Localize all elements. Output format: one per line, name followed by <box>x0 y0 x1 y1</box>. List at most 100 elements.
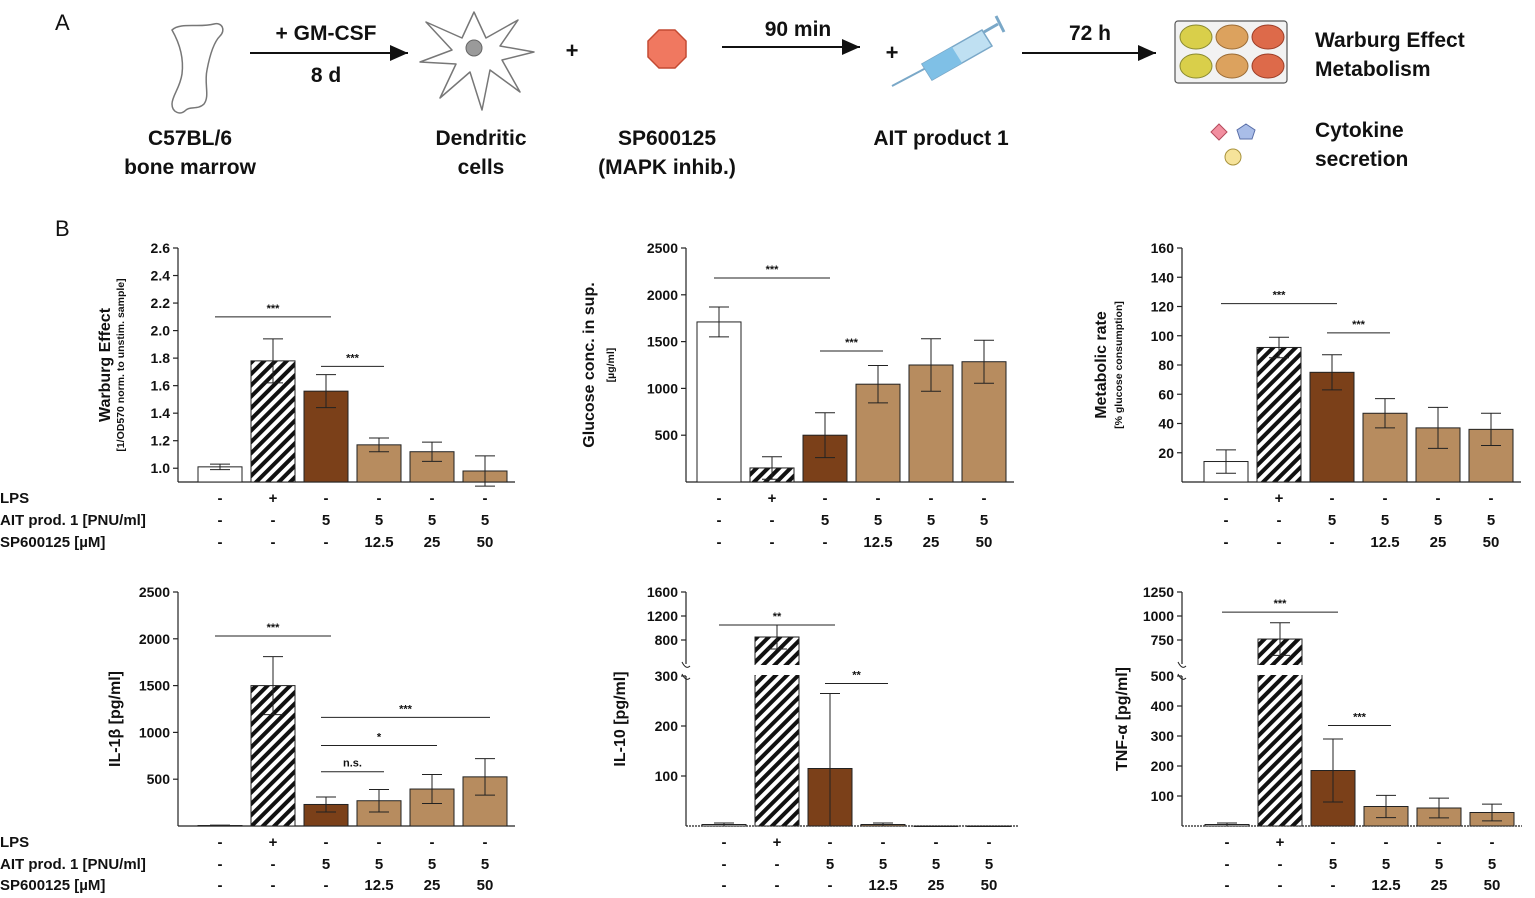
condition-ait: - <box>775 856 780 873</box>
condition-sp: 50 <box>981 877 998 893</box>
condition-lps: - <box>324 490 329 507</box>
y-axis-label: Metabolic rate <box>1093 311 1110 419</box>
condition-sp: 25 <box>424 877 441 893</box>
condition-lps: + <box>1276 834 1285 851</box>
y-tick-label: 500 <box>147 771 171 787</box>
condition-ait: 5 <box>1435 856 1443 873</box>
significance-label-0: *** <box>267 622 281 634</box>
condition-sp: - <box>1277 534 1282 551</box>
condition-sp: 25 <box>1430 534 1447 551</box>
condition-sp: - <box>1330 534 1335 551</box>
y-tick-label: 400 <box>1151 698 1175 714</box>
condition-lps: - <box>1225 834 1230 851</box>
condition-lps: + <box>269 490 278 507</box>
condition-ait: - <box>1278 856 1283 873</box>
readout-2-line-1: Cytokine <box>1315 119 1404 142</box>
y-axis-sublabel: [1/OD570 norm. to unstim. sample] <box>115 278 127 451</box>
chart-warburg: 1.0 1.2 1.4 1.6 1.8 2.0 2.2 2.4 2.6 Warburg Effec… <box>97 240 515 551</box>
y-tick-label: 2.6 <box>151 240 171 256</box>
chart-il10: 100 200 300 800 1200 1600 IL-10 [pg/ml] ** ** - + -… <box>612 584 1019 894</box>
condition-lps: - <box>377 490 382 507</box>
readout-1-line-1: Warburg Effect <box>1315 29 1465 52</box>
condition-sp: 12.5 <box>863 534 892 551</box>
bar-warburg-4 <box>409 451 455 483</box>
bar-metabolic-1 <box>1256 346 1302 483</box>
condition-ait: 5 <box>481 856 489 873</box>
cell-nucleus-icon <box>465 39 483 57</box>
condition-ait: 5 <box>428 856 436 873</box>
inhibitor-line-2: (MAPK inhib.) <box>598 156 736 179</box>
charts: 1.0 1.2 1.4 1.6 1.8 2.0 2.2 2.4 2.6 Warburg Effec… <box>97 240 1522 894</box>
bar-break-gap <box>1257 665 1303 675</box>
condition-ait: - <box>218 512 223 529</box>
condition-lps: - <box>881 834 886 851</box>
condition-ait: - <box>271 512 276 529</box>
y-axis-label: Glucose conc. in sup. <box>581 282 598 447</box>
condition-ait: 5 <box>1328 512 1336 529</box>
y-tick-label: 40 <box>1158 416 1174 432</box>
condition-sp: - <box>823 534 828 551</box>
condition-ait: - <box>271 856 276 873</box>
y-tick-label: 1000 <box>139 724 170 740</box>
condition-lps: - <box>430 490 435 507</box>
significance-label-0: ** <box>773 611 782 623</box>
incubation-label: 90 min <box>765 18 832 41</box>
y-axis-label: IL-10 [pg/ml] <box>612 671 629 766</box>
y-tick-label: 300 <box>655 668 679 684</box>
condition-lps: - <box>722 834 727 851</box>
y-tick-label: 1.4 <box>151 405 171 421</box>
y-tick-label: 200 <box>1151 758 1175 774</box>
significance-label-1: ** <box>852 670 861 682</box>
product-label: AIT product 1 <box>873 127 1009 150</box>
axis-break-mark <box>1177 661 1187 668</box>
readout-2-line-2: secretion <box>1315 148 1408 171</box>
y-tick-label: 2.4 <box>151 268 171 284</box>
y-tick-label: 1500 <box>139 678 170 694</box>
condition-lps: - <box>934 834 939 851</box>
y-tick-label: 200 <box>655 718 679 734</box>
condition-lps: - <box>717 490 722 507</box>
condition-ait: 5 <box>932 856 940 873</box>
condition-ait: - <box>1224 512 1229 529</box>
bar-il10-5 <box>966 825 1012 827</box>
condition-lps: - <box>483 490 488 507</box>
condition-ait: - <box>770 512 775 529</box>
axis-break-mark <box>1177 673 1187 680</box>
plus-sign-2: + <box>886 40 899 65</box>
y-tick-label: 100 <box>1151 328 1175 344</box>
bar-il10-4 <box>913 825 959 827</box>
condition-ait: 5 <box>1434 512 1442 529</box>
condition-sp: - <box>324 877 329 893</box>
y-tick-label: 2000 <box>139 631 170 647</box>
condition-ait: 5 <box>481 512 489 529</box>
condition-lps: - <box>929 490 934 507</box>
condition-ait: 5 <box>826 856 834 873</box>
y-tick-label: 1.8 <box>151 350 171 366</box>
condition-sp: - <box>1224 534 1229 551</box>
condition-lps: - <box>987 834 992 851</box>
condition-sp: 25 <box>923 534 940 551</box>
y-tick-label: 500 <box>1151 668 1175 684</box>
condition-lps: - <box>1384 834 1389 851</box>
significance-label-1: *** <box>845 337 859 349</box>
inhibitor-octagon-icon <box>647 29 687 69</box>
condition-ait: - <box>1225 856 1230 873</box>
y-tick-label: 1200 <box>647 608 678 624</box>
condition-lps: - <box>828 834 833 851</box>
condition-sp: - <box>1331 877 1336 893</box>
y-tick-label: 500 <box>655 427 679 443</box>
condition-sp: - <box>722 877 727 893</box>
condition-lps: - <box>218 490 223 507</box>
bar-break-gap <box>754 665 800 675</box>
y-tick-label: 1.6 <box>151 378 171 394</box>
condition-ait: 5 <box>322 856 330 873</box>
bar-metabolic-2 <box>1309 371 1355 483</box>
source-line-1: C57BL/6 <box>148 127 232 150</box>
cells-line-2: cells <box>458 156 505 179</box>
significance-label-1: *** <box>1352 319 1366 331</box>
y-tick-label: 100 <box>1151 788 1175 804</box>
y-tick-label: 100 <box>655 768 679 784</box>
condition-lps: - <box>430 834 435 851</box>
